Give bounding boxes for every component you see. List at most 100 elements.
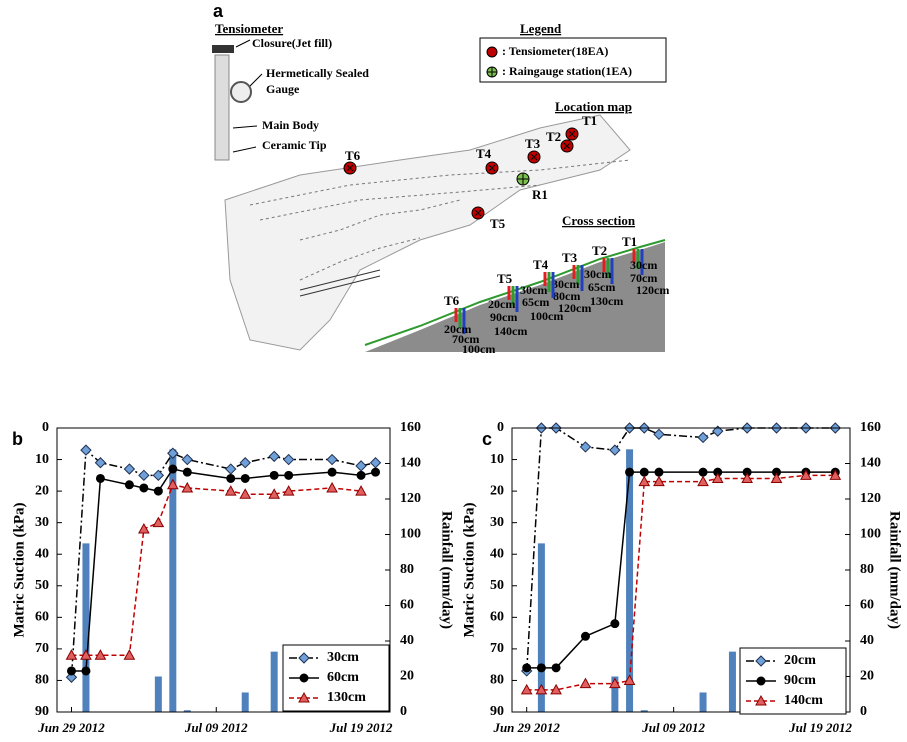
data-point: [166, 478, 179, 490]
data-point: [224, 485, 237, 496]
legend-marker: [756, 676, 766, 686]
depth-label: 30cm: [520, 283, 547, 297]
legend-item: : Tensiometer(18EA): [502, 44, 608, 58]
map-label: T6: [345, 148, 361, 163]
legend-item: : Raingauge station(1EA): [502, 64, 632, 78]
data-point: [95, 473, 105, 483]
data-point: [153, 486, 163, 496]
panel-a: a Tensiometer Closure(Jet fill) Hermetic…: [212, 1, 667, 352]
data-point: [282, 453, 295, 466]
y2-tick-label: 100: [400, 527, 421, 542]
y-tick-label: 80: [490, 673, 504, 688]
part-label: Hermetically Sealed: [266, 66, 369, 80]
tensiometer-marker: [474, 209, 482, 217]
legend-box: [479, 37, 667, 83]
data-point: [522, 663, 532, 673]
raingauge-marker: [517, 173, 529, 185]
pointer-arrows: [232, 39, 263, 153]
data-point: [369, 457, 382, 469]
y-tick-label: 20: [490, 483, 504, 498]
plot-frame: [511, 427, 851, 713]
legend-symbol: [486, 46, 498, 58]
section-station: T5: [497, 271, 513, 286]
rain-bar: [699, 692, 707, 712]
y2-tick-label: 80: [860, 562, 874, 577]
data-point: [829, 469, 842, 480]
data-point: [167, 447, 179, 459]
tensiometer-gauge: [230, 81, 252, 103]
legend-label: 20cm: [784, 653, 816, 668]
x-tick-label: Jul 19 2012: [329, 720, 393, 735]
rain-bar: [82, 543, 90, 712]
data-point: [551, 663, 561, 673]
y-tick-label: 60: [490, 610, 504, 625]
data-point: [639, 467, 649, 477]
data-point: [653, 475, 665, 487]
y2-tick-label: 160: [400, 420, 421, 435]
rain-bar: [626, 449, 634, 712]
rain-bar: [270, 651, 278, 712]
section-surface: [364, 239, 666, 346]
tensiometer-cap: [212, 45, 234, 53]
panel-label: a: [213, 1, 224, 21]
depth-label: 30cm: [584, 267, 611, 281]
map-road: [299, 269, 381, 297]
data-point: [123, 463, 136, 475]
depth-label: 130cm: [590, 294, 623, 308]
data-point: [535, 683, 548, 695]
data-point: [284, 470, 294, 480]
depth-label: 30cm: [552, 277, 579, 291]
data-point: [638, 475, 651, 487]
data-point: [225, 463, 237, 475]
data-point: [356, 470, 366, 480]
part-label: Ceramic Tip: [262, 138, 327, 152]
y-tick-label: 90: [35, 704, 49, 719]
map-label: T4: [476, 146, 492, 161]
data-point: [152, 516, 165, 528]
y2-axis-label: Rainfall (mm/day): [439, 511, 455, 629]
legend-label: 60cm: [327, 670, 359, 685]
data-point: [138, 522, 150, 534]
data-point: [371, 467, 381, 477]
rain-bar: [183, 710, 191, 712]
data-point: [609, 444, 621, 456]
y2-tick-label: 40: [860, 633, 874, 648]
series-line: [70, 448, 376, 678]
data-point: [65, 649, 78, 660]
x-tick-label: Jul 09 2012: [641, 720, 705, 735]
tensiometer-marker: [488, 164, 496, 172]
tensiometer-marker: [563, 142, 571, 150]
data-point: [124, 480, 134, 490]
map-title: Location map: [555, 99, 632, 114]
data-point: [282, 485, 295, 496]
legend-marker: [298, 652, 310, 664]
y-axis-label: Matric Suction (kPa): [11, 503, 27, 638]
data-point: [579, 441, 592, 453]
y2-tick-label: 20: [860, 669, 874, 684]
y-tick-label: 0: [497, 420, 504, 435]
data-point: [625, 467, 635, 477]
tensiometer-marker: [530, 153, 538, 161]
data-point: [355, 485, 367, 496]
data-point: [268, 488, 281, 499]
rain-bar: [611, 676, 619, 712]
data-point: [138, 469, 150, 482]
y2-axis-label: Rainfall (mm/day): [887, 511, 903, 629]
data-point: [697, 431, 709, 444]
y-tick-label: 70: [490, 641, 504, 656]
y2-tick-label: 60: [400, 598, 414, 613]
rain-bar: [154, 676, 162, 712]
data-point: [800, 469, 812, 480]
data-point: [711, 472, 724, 483]
depth-label: 65cm: [588, 280, 615, 294]
y-tick-label: 90: [490, 704, 504, 719]
data-point: [94, 457, 107, 469]
data-point: [327, 467, 337, 477]
data-point: [80, 649, 92, 660]
legend-marker: [755, 655, 767, 667]
series-line: [525, 427, 836, 672]
series-line: [526, 474, 836, 691]
depth-label: 80cm: [553, 289, 580, 303]
y-axis-label: Matric Suction (kPa): [461, 503, 477, 638]
